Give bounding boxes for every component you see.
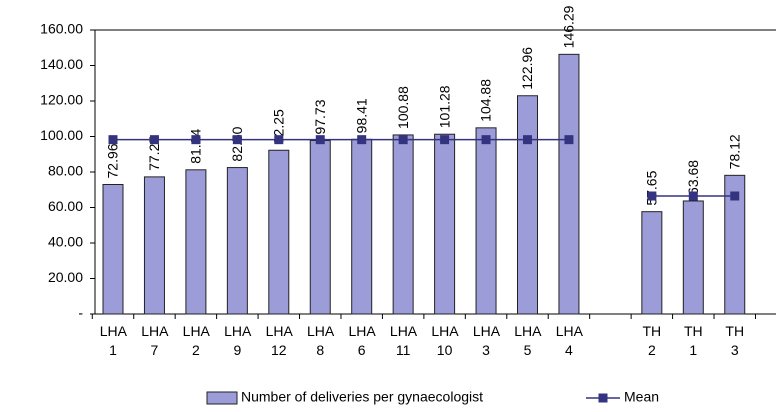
x-tick-label: TH 2 [642, 323, 662, 358]
value-label: 104.88 [478, 79, 494, 122]
y-tick-label: 60.00 [48, 198, 83, 214]
bar [268, 149, 290, 315]
value-label: 98.41 [353, 98, 369, 133]
bar [185, 169, 207, 315]
value-label: 146.29 [561, 5, 577, 48]
y-tick-label: 160.00 [40, 21, 83, 37]
mean-marker [440, 135, 450, 145]
legend-label: Mean [624, 389, 659, 405]
bar [309, 140, 331, 315]
x-tick-label: LHA 12 [265, 323, 293, 358]
mean-marker [149, 135, 159, 145]
y-tick-label: 140.00 [40, 56, 83, 72]
mean-marker [357, 135, 367, 145]
mean-marker [523, 135, 532, 145]
value-label: 63.68 [685, 160, 701, 195]
bar [351, 138, 373, 315]
y-tick-label: - [78, 305, 83, 321]
bar [226, 167, 248, 315]
y-tick-label: 120.00 [40, 92, 83, 108]
x-tick-label: LHA 6 [348, 323, 376, 358]
x-tick-label: TH 1 [683, 323, 703, 358]
x-tick-label: LHA 1 [99, 323, 127, 358]
mean-marker [232, 135, 242, 145]
legend-marker [598, 393, 608, 403]
value-label: 97.73 [312, 99, 328, 134]
x-tick-label: LHA 2 [182, 323, 210, 358]
bar [434, 133, 456, 315]
bar [392, 134, 414, 315]
x-tick-label: LHA 10 [431, 323, 459, 358]
bar [641, 211, 663, 315]
value-label: 78.12 [726, 134, 742, 169]
mean-marker [398, 135, 408, 145]
bar [102, 183, 124, 315]
x-tick-label: TH 3 [725, 323, 745, 358]
x-tick-label: LHA 3 [472, 323, 501, 358]
bar [558, 53, 580, 315]
bar [517, 95, 538, 315]
x-tick-label: LHA 7 [141, 323, 169, 358]
mean-marker [274, 135, 284, 145]
x-tick-label: LHA 4 [555, 323, 583, 358]
legend-label: Number of deliveries per gynaecologist [241, 389, 483, 405]
value-label: 101.28 [436, 85, 452, 128]
x-tick-label: LHA 9 [224, 323, 252, 358]
mean-marker [647, 191, 657, 201]
bar [475, 127, 497, 315]
value-label: 72.96 [105, 143, 121, 178]
mean-marker [688, 191, 698, 201]
bar [682, 200, 704, 315]
x-tick-label: LHA 8 [307, 323, 335, 358]
y-tick-label: 80.00 [48, 163, 83, 179]
mean-marker [108, 135, 118, 145]
mean-marker [191, 135, 201, 145]
value-label: 81.24 [188, 129, 204, 164]
value-label: 77.25 [146, 136, 162, 171]
mean-marker [730, 191, 740, 201]
bar [143, 176, 165, 315]
legend-swatch [206, 391, 238, 405]
value-label: 100.88 [395, 86, 411, 129]
bar [724, 174, 746, 315]
value-label: 122.96 [519, 47, 535, 90]
y-tick-label: 100.00 [40, 127, 83, 143]
x-tick-label: LHA 5 [514, 323, 542, 358]
mean-marker [315, 135, 325, 145]
y-tick-label: 20.00 [48, 269, 83, 285]
y-tick-label: 40.00 [48, 234, 83, 250]
x-tick-label: LHA 11 [389, 323, 418, 358]
mean-marker [564, 135, 574, 145]
mean-marker [481, 135, 491, 145]
